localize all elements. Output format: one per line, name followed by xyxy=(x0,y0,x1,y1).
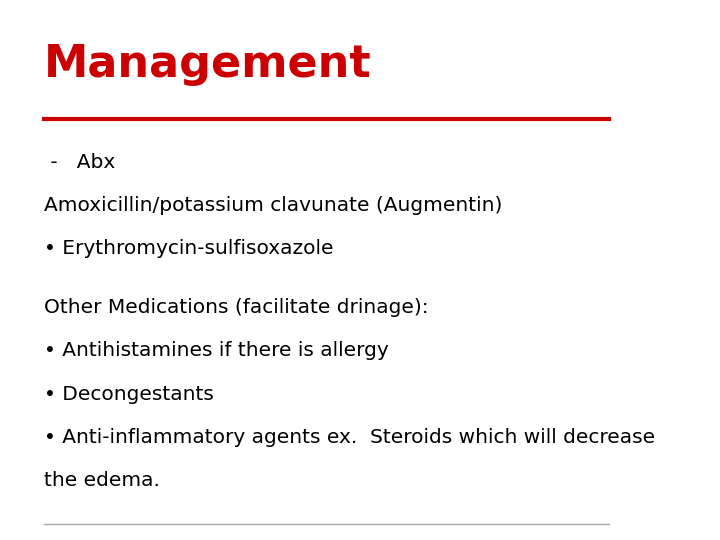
Text: the edema.: the edema. xyxy=(44,471,160,490)
Text: • Anti-inflammatory agents ex.  Steroids which will decrease: • Anti-inflammatory agents ex. Steroids … xyxy=(44,428,655,447)
Text: Other Medications (facilitate drinage):: Other Medications (facilitate drinage): xyxy=(44,298,428,318)
Text: • Erythromycin-sulfisoxazole: • Erythromycin-sulfisoxazole xyxy=(44,239,333,258)
Text: • Decongestants: • Decongestants xyxy=(44,384,214,404)
Text: -   Abx: - Abx xyxy=(44,152,115,172)
Text: • Antihistamines if there is allergy: • Antihistamines if there is allergy xyxy=(44,341,389,361)
Text: Amoxicillin/potassium clavunate (Augmentin): Amoxicillin/potassium clavunate (Augment… xyxy=(44,195,503,215)
Text: Management: Management xyxy=(44,43,372,86)
